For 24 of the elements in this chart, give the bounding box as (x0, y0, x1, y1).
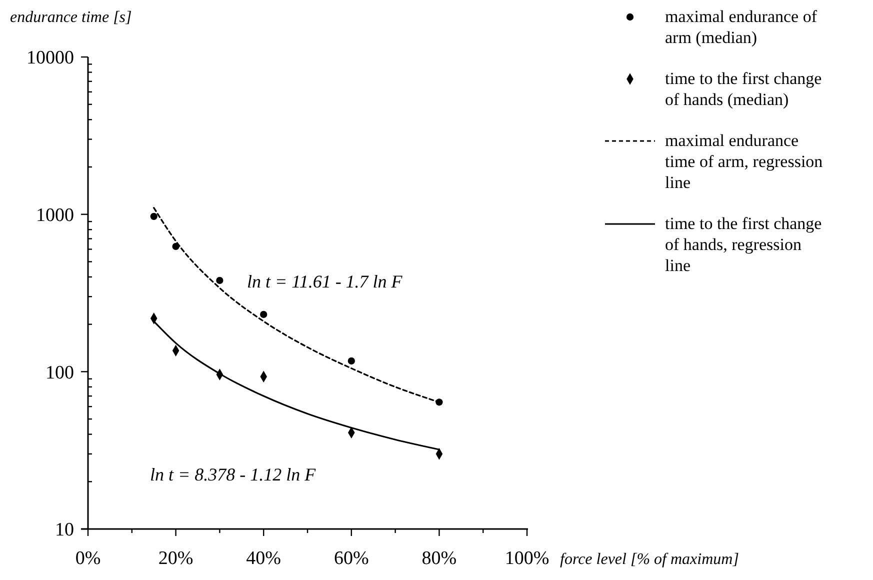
legend-label: maximal endurance of arm (median) (665, 7, 818, 47)
x-tick-label: 0% (75, 548, 101, 569)
legend-label: time to the first change of hands, regression line (665, 214, 822, 275)
point (436, 398, 443, 406)
y-axis-title: endurance time [s] (10, 9, 132, 26)
x-tick-label: 20% (158, 548, 194, 569)
x-tick-label: 100% (504, 548, 550, 569)
x-axis-title: force level [% of maximum] (560, 551, 739, 568)
x-tick-label: 40% (246, 548, 282, 569)
point (348, 357, 355, 364)
annotation: ln t = 11.61 - 1.7 ln F (247, 271, 404, 292)
x-tick-label: 80% (422, 548, 457, 569)
y-tick-label: 1000 (36, 204, 74, 226)
point (172, 242, 180, 250)
legend-label: time to the first change of hands (median) (665, 69, 822, 109)
point (150, 212, 158, 220)
y-tick-label: 100 (46, 362, 74, 384)
annotation: ln t = 8.378 - 1.12 ln F (150, 464, 317, 484)
y-tick-label: 10 (55, 520, 74, 541)
y-tick-label: 10000 (26, 48, 74, 69)
point (216, 276, 224, 284)
point (260, 310, 268, 318)
x-tick-label: 60% (334, 548, 369, 569)
legend-label: maximal endurance time of arm, regression line (665, 131, 824, 192)
